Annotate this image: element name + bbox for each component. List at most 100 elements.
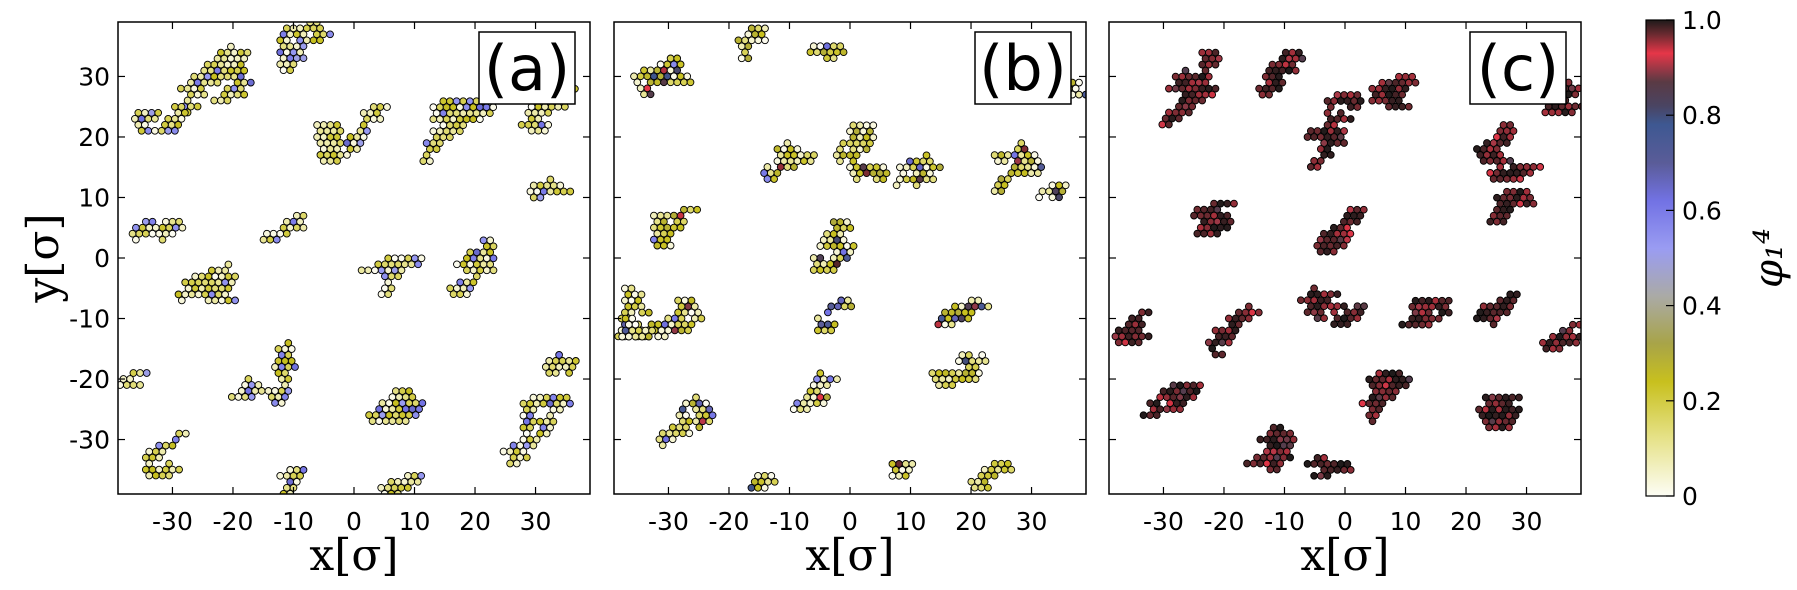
particle-point [227, 42, 235, 51]
particle-point [1283, 447, 1291, 456]
panel-c-xlabel: x[σ] [1300, 530, 1389, 581]
particle-point [384, 278, 393, 287]
particle-point [829, 218, 838, 226]
particle-point [872, 175, 881, 184]
particle-point [214, 266, 223, 275]
particle-point [418, 399, 427, 407]
particle-point [486, 260, 495, 269]
particle-point [1034, 169, 1042, 177]
particle-point [1505, 411, 1513, 420]
particle-point [1388, 84, 1397, 93]
particle-point [1385, 102, 1393, 111]
particle-point [1161, 114, 1170, 123]
particle-point [284, 339, 293, 347]
particle-point [630, 72, 638, 81]
particle-point [1481, 393, 1490, 402]
particle-point [1444, 308, 1453, 317]
particle-point [397, 254, 406, 263]
particle-point [1316, 157, 1325, 165]
panel-b-xlabel: x[σ] [805, 530, 894, 581]
particle-point [1172, 387, 1181, 396]
particle-point [1193, 229, 1202, 238]
particle-point [1313, 163, 1322, 171]
particle-point [866, 163, 874, 172]
particle-point [549, 417, 558, 426]
particle-point [449, 103, 458, 112]
particle-point [686, 205, 695, 214]
particle-point [836, 218, 845, 226]
particle-point [284, 387, 293, 395]
panel-a-ylabel: y[σ] [18, 213, 69, 303]
particle-point [670, 314, 679, 323]
particle-point [806, 157, 815, 165]
particle-point [1326, 127, 1335, 135]
particle-point [183, 96, 192, 105]
x-tick-label: -10 [1264, 507, 1305, 536]
x-tick-label: -30 [648, 507, 689, 536]
particle-point [869, 121, 878, 130]
particle-point [823, 393, 831, 402]
particle-point [417, 471, 426, 480]
particle-point [1320, 314, 1328, 323]
particle-point [129, 381, 138, 389]
particle-point [509, 441, 518, 450]
particle-point [276, 471, 285, 480]
particle-point [234, 393, 243, 401]
particle-point [836, 157, 844, 166]
particle-point [383, 103, 391, 111]
particle-point [844, 296, 852, 305]
particle-point [776, 163, 785, 171]
particle-point [1223, 211, 1232, 220]
particle-point [1269, 423, 1278, 432]
particle-point [1114, 326, 1123, 335]
particle-point [761, 24, 769, 33]
particle-point [449, 127, 458, 136]
particle-point [1286, 453, 1295, 462]
particle-point [171, 435, 180, 444]
particle-point [967, 477, 976, 486]
particle-point [879, 163, 888, 172]
particle-point [174, 120, 183, 129]
particle-point [1571, 90, 1580, 99]
particle-point [734, 36, 743, 45]
particle-point [1165, 108, 1173, 117]
particle-point [994, 157, 1002, 165]
particle-point [929, 175, 938, 184]
particle-point [429, 127, 438, 136]
particle-point [1275, 84, 1283, 93]
particle-point [697, 314, 706, 323]
particle-point [1216, 199, 1225, 208]
particle-point [1124, 320, 1133, 329]
particle-point [1189, 381, 1198, 390]
particle-point [1572, 338, 1581, 347]
particle-point [1503, 139, 1511, 147]
particle-point [653, 66, 662, 75]
particle-point [359, 121, 368, 129]
particle-point [1346, 115, 1355, 123]
particle-point [1356, 97, 1365, 105]
particle-point [476, 115, 484, 124]
colorbar: 0 0.2 0.4 0.6 0.8 1.0 φ₁⁴ [1645, 6, 1792, 511]
x-tick-label: 30 [1511, 507, 1543, 536]
particle-point [685, 429, 694, 438]
particle-point [823, 54, 831, 63]
particle-point [1336, 223, 1345, 232]
particle-point [882, 169, 891, 178]
particle-point [823, 381, 831, 390]
particle-point [1372, 411, 1380, 420]
particle-point [1200, 205, 1208, 214]
particle-point [1224, 314, 1233, 323]
particle-point [187, 78, 195, 87]
particle-point [1483, 139, 1491, 147]
particle-point [912, 181, 921, 190]
particle-point [676, 60, 685, 69]
particle-point [660, 78, 668, 87]
particle-point [400, 477, 409, 486]
particle-point [526, 423, 534, 432]
particle-point [839, 139, 848, 148]
particle-point [217, 60, 225, 69]
particle-point [394, 272, 403, 281]
particle-point [1007, 465, 1016, 474]
particle-point [1499, 121, 1508, 129]
particle-point [862, 145, 871, 154]
